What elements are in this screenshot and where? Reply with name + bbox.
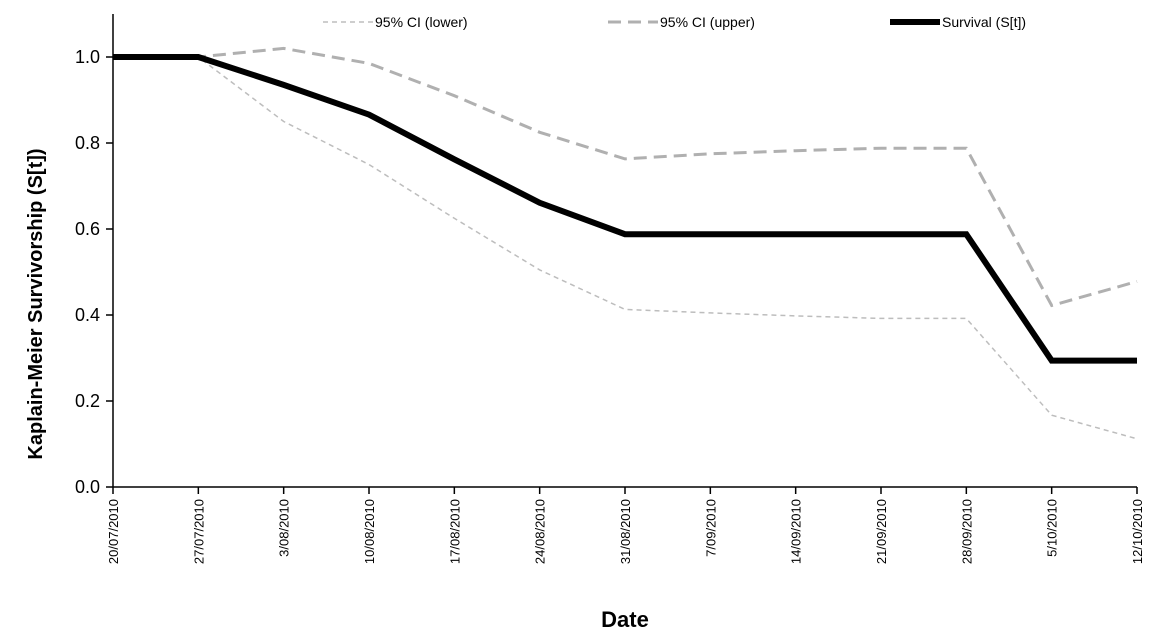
x-tick-label: 24/08/2010 — [533, 499, 548, 564]
y-tick-label: 0.8 — [75, 133, 100, 153]
x-tick-label: 12/10/2010 — [1130, 499, 1145, 564]
legend: 95% CI (lower) 95% CI (upper) Survival (S[… — [323, 14, 1026, 30]
x-tick-label: 20/07/2010 — [106, 499, 121, 564]
legend-label-0: 95% CI (lower) — [375, 14, 468, 30]
series-line-0 — [113, 56, 1138, 440]
x-tick-label: 31/08/2010 — [618, 499, 633, 564]
x-tick-label: 7/09/2010 — [703, 499, 718, 557]
y-tick-label: 1.0 — [75, 47, 100, 67]
series-line-2 — [113, 54, 1137, 364]
x-tick-label: 21/09/2010 — [874, 499, 889, 564]
series-group — [113, 46, 1138, 440]
x-tick-label: 28/09/2010 — [959, 499, 974, 564]
x-tick-label: 10/08/2010 — [362, 499, 377, 564]
x-tick-label: 3/08/2010 — [277, 499, 292, 557]
x-tick-label: 5/10/2010 — [1045, 499, 1060, 557]
y-tick-label: 0.4 — [75, 305, 100, 325]
x-tick-label: 14/09/2010 — [789, 499, 804, 564]
legend-label-1: 95% CI (upper) — [660, 14, 755, 30]
legend-label-2: Survival (S[t]) — [942, 14, 1026, 30]
y-axis-ticks: 0.0 0.2 0.4 0.6 0.8 1.0 — [75, 47, 113, 497]
y-tick-label: 0.2 — [75, 391, 100, 411]
x-axis-ticks: 20/07/2010 27/07/2010 3/08/2010 10/08/2010 1… — [106, 487, 1145, 564]
x-axis-label: Date — [601, 607, 649, 632]
axes — [112, 14, 1137, 488]
y-axis-label: Kaplain-Meier Survivorship (S[t]) — [25, 148, 47, 459]
y-tick-label: 0.6 — [75, 219, 100, 239]
x-tick-label: 17/08/2010 — [447, 499, 462, 564]
y-tick-label: 0.0 — [75, 477, 100, 497]
x-tick-label: 27/07/2010 — [191, 499, 206, 564]
series-line-1 — [113, 46, 1138, 308]
